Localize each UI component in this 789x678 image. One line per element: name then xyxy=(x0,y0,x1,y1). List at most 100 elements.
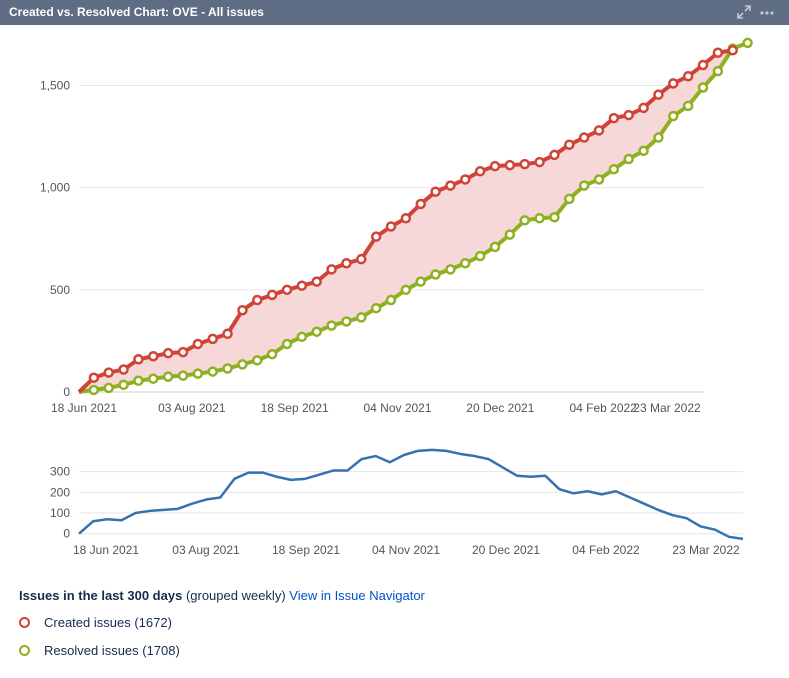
created-point-31 xyxy=(534,156,545,168)
created-point-5 xyxy=(148,350,159,362)
resolved-point-34 xyxy=(578,180,590,191)
resolved-point-42 xyxy=(697,82,709,93)
resolved-point-24 xyxy=(430,269,441,280)
created-point-28 xyxy=(489,160,501,172)
resolved-point-15 xyxy=(296,331,308,343)
created-point-16 xyxy=(311,276,322,287)
resolved-point-30 xyxy=(519,215,530,226)
created-point-43 xyxy=(712,47,724,58)
created-point-2 xyxy=(103,367,114,378)
chart-title: Created vs. Resolved Chart: OVE - All is… xyxy=(9,5,264,19)
resolved-point-26 xyxy=(460,257,471,269)
created-point-21 xyxy=(385,221,397,232)
x-tick-label-1: 03 Aug 2021 xyxy=(158,401,226,415)
created-point-35 xyxy=(593,125,605,136)
resolved-point-13 xyxy=(266,348,278,360)
created-point-3 xyxy=(118,364,129,375)
resolved-point-43 xyxy=(712,65,724,77)
created-point-37 xyxy=(623,109,634,121)
created-point-13 xyxy=(266,289,278,301)
created-point-14 xyxy=(281,284,293,296)
difference-series-line xyxy=(78,448,744,541)
y-tick-label-0: 0 xyxy=(63,385,70,399)
resolved-point-5 xyxy=(148,373,159,384)
diff-y-tick-label-1: 100 xyxy=(50,506,70,520)
created-point-17 xyxy=(326,264,337,275)
created-point-29 xyxy=(504,159,516,171)
resolved-point-3 xyxy=(118,379,129,391)
created-point-34 xyxy=(578,132,590,143)
created-point-12 xyxy=(252,294,263,306)
created-point-25 xyxy=(445,180,456,191)
created-point-9 xyxy=(207,333,218,345)
resolved-point-37 xyxy=(623,153,634,165)
created-point-19 xyxy=(356,253,367,265)
resolved-point-14 xyxy=(281,338,293,350)
created-point-18 xyxy=(341,257,352,269)
footer-subtitle: (grouped weekly) xyxy=(185,588,286,603)
more-icon[interactable] xyxy=(758,4,776,20)
x-tick-label-5: 04 Feb 2022 xyxy=(569,401,637,415)
legend-label-resolved: Resolved issues (1708) xyxy=(44,643,180,658)
resolved-point-7 xyxy=(177,370,189,381)
resolved-point-19 xyxy=(356,312,367,323)
resolved-point-38 xyxy=(638,145,649,157)
created-point-24 xyxy=(430,186,441,197)
created-point-10 xyxy=(222,328,233,340)
resolved-point-45 xyxy=(742,37,753,49)
diff-x-tick-label-3: 04 Nov 2021 xyxy=(372,543,440,557)
resolved-point-23 xyxy=(415,276,426,287)
resolved-point-22 xyxy=(400,284,412,296)
chart-header: Created vs. Resolved Chart: OVE - All is… xyxy=(0,0,789,25)
resolved-point-11 xyxy=(237,359,248,370)
diff-x-tick-label-5: 04 Feb 2022 xyxy=(572,543,640,557)
created-point-27 xyxy=(474,166,486,177)
created-vs-resolved-chart: 0 500 1,000 1,500 18 Jun 2021 03 Aug 2021 18 S… xyxy=(40,37,753,557)
resolved-point-1 xyxy=(88,384,100,396)
resolved-point-40 xyxy=(668,110,679,122)
resolved-point-12 xyxy=(252,355,263,366)
resolved-point-27 xyxy=(474,250,486,262)
created-point-42 xyxy=(697,59,709,71)
resolved-marker-icon xyxy=(19,645,30,656)
resolved-point-10 xyxy=(222,363,233,374)
resolved-point-28 xyxy=(489,241,501,253)
resolved-point-18 xyxy=(341,316,352,327)
x-tick-label-6: 23 Mar 2022 xyxy=(633,401,701,415)
resolved-point-2 xyxy=(103,382,114,394)
resolved-point-17 xyxy=(326,320,337,331)
created-point-40 xyxy=(668,78,679,89)
expand-icon[interactable] xyxy=(735,4,753,20)
created-point-23 xyxy=(415,198,426,210)
y-tick-label-2: 1,000 xyxy=(40,181,70,195)
resolved-point-39 xyxy=(653,132,664,143)
issue-navigator-link[interactable]: View in Issue Navigator xyxy=(289,588,425,603)
created-point-30 xyxy=(519,158,530,170)
resolved-point-35 xyxy=(593,174,605,185)
created-point-39 xyxy=(653,89,664,100)
resolved-point-25 xyxy=(445,264,456,275)
resolved-point-21 xyxy=(385,294,397,306)
resolved-point-4 xyxy=(133,375,144,387)
x-tick-label-0: 18 Jun 2021 xyxy=(51,401,117,415)
x-tick-label-3: 04 Nov 2021 xyxy=(363,401,431,415)
resolved-point-20 xyxy=(370,302,382,314)
resolved-point-29 xyxy=(504,229,516,240)
created-point-36 xyxy=(608,112,620,124)
resolved-point-16 xyxy=(311,326,322,337)
diff-y-tick-label-3: 300 xyxy=(50,465,70,479)
resolved-point-6 xyxy=(162,371,174,382)
x-tick-label-4: 20 Dec 2021 xyxy=(466,401,534,415)
created-point-38 xyxy=(638,102,649,114)
created-point-33 xyxy=(564,139,575,150)
resolved-point-8 xyxy=(192,368,204,379)
resolved-point-9 xyxy=(207,366,218,377)
created-point-8 xyxy=(192,338,204,350)
y-tick-label-1: 500 xyxy=(50,283,70,297)
y-tick-label-3: 1,500 xyxy=(40,78,70,92)
diff-x-tick-label-0: 18 Jun 2021 xyxy=(73,543,139,557)
resolved-point-36 xyxy=(608,163,620,175)
created-point-4 xyxy=(133,354,144,365)
created-point-1 xyxy=(88,372,100,383)
created-point-22 xyxy=(400,213,412,224)
